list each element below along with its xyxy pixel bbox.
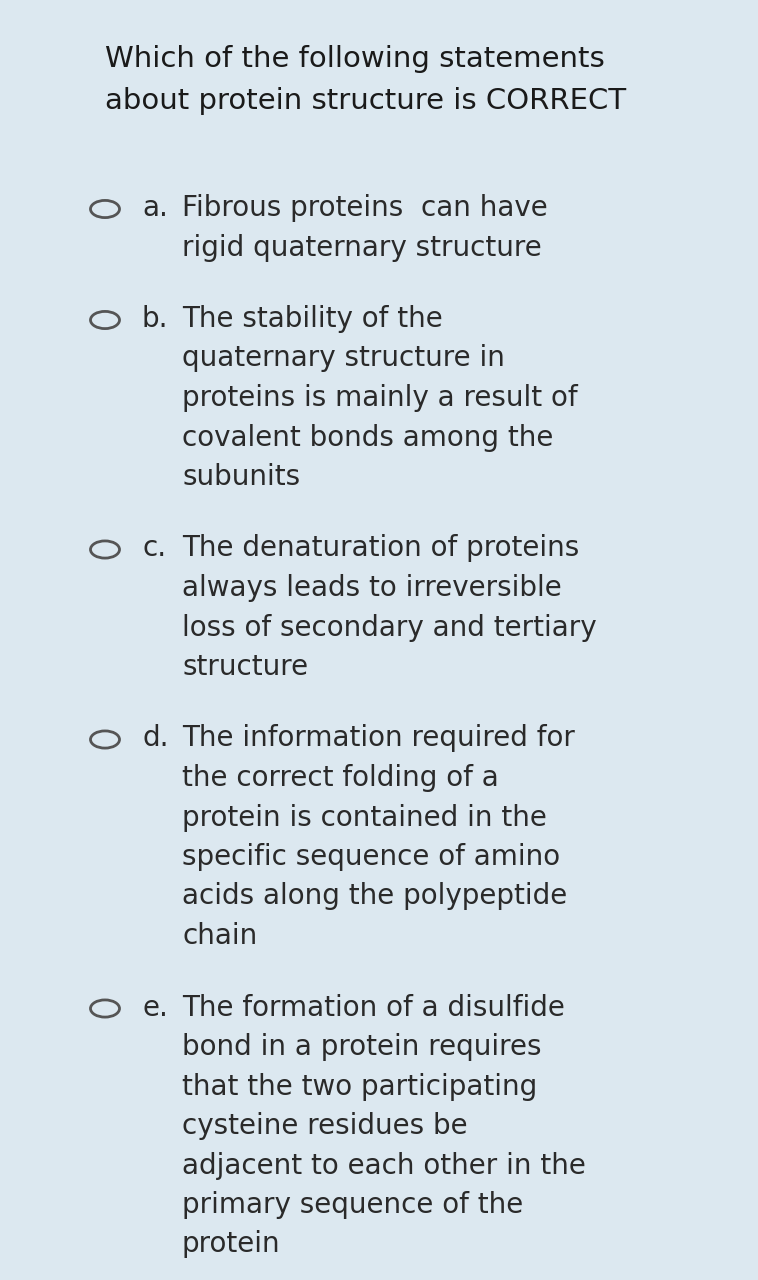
Text: always leads to irreversible: always leads to irreversible: [182, 573, 562, 602]
Text: protein is contained in the: protein is contained in the: [182, 804, 547, 832]
Text: primary sequence of the: primary sequence of the: [182, 1190, 523, 1219]
Text: a.: a.: [142, 195, 168, 221]
Text: the correct folding of a: the correct folding of a: [182, 764, 499, 792]
Text: c.: c.: [142, 535, 166, 562]
Text: b.: b.: [142, 305, 168, 333]
Text: The formation of a disulfide: The formation of a disulfide: [182, 993, 565, 1021]
Text: subunits: subunits: [182, 463, 300, 492]
Text: bond in a protein requires: bond in a protein requires: [182, 1033, 541, 1061]
Text: Which of the following statements: Which of the following statements: [105, 45, 605, 73]
Text: protein: protein: [182, 1230, 280, 1258]
Text: about protein structure is CORRECT: about protein structure is CORRECT: [105, 87, 626, 115]
Text: d.: d.: [142, 724, 168, 753]
Text: The stability of the: The stability of the: [182, 305, 443, 333]
Text: e.: e.: [142, 993, 168, 1021]
Text: chain: chain: [182, 922, 257, 950]
Text: Fibrous proteins  can have: Fibrous proteins can have: [182, 195, 548, 221]
Text: structure: structure: [182, 653, 308, 681]
Text: The denaturation of proteins: The denaturation of proteins: [182, 535, 579, 562]
Text: quaternary structure in: quaternary structure in: [182, 344, 505, 372]
Text: loss of secondary and tertiary: loss of secondary and tertiary: [182, 613, 597, 641]
Text: covalent bonds among the: covalent bonds among the: [182, 424, 553, 452]
Text: cysteine residues be: cysteine residues be: [182, 1112, 468, 1140]
Text: proteins is mainly a result of: proteins is mainly a result of: [182, 384, 578, 412]
Text: acids along the polypeptide: acids along the polypeptide: [182, 882, 567, 910]
Text: adjacent to each other in the: adjacent to each other in the: [182, 1152, 586, 1179]
Text: that the two participating: that the two participating: [182, 1073, 537, 1101]
Text: The information required for: The information required for: [182, 724, 575, 753]
Text: specific sequence of amino: specific sequence of amino: [182, 844, 560, 870]
Text: rigid quaternary structure: rigid quaternary structure: [182, 233, 542, 261]
